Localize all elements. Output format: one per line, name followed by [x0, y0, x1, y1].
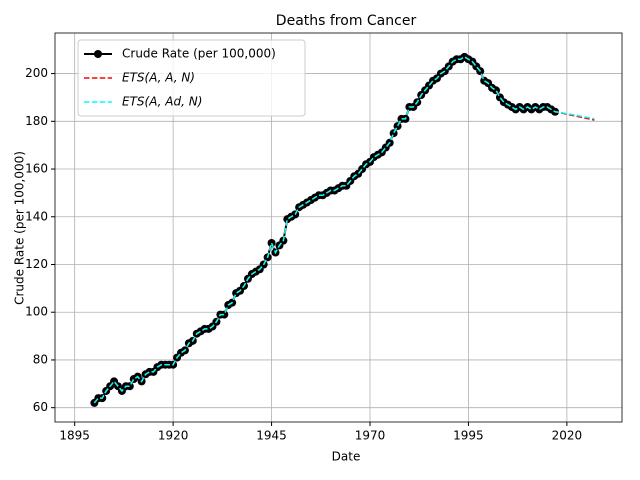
- data-point: [492, 86, 500, 95]
- x-tick-label: 1945: [256, 429, 287, 443]
- x-axis-label: Date: [332, 450, 361, 464]
- y-tick-label: 200: [25, 66, 48, 80]
- legend-label: Crude Rate (per 100,000): [122, 47, 276, 61]
- x-tick-label: 1895: [59, 429, 90, 443]
- x-tick-label: 1920: [158, 429, 189, 443]
- data-point: [389, 129, 398, 138]
- legend-marker: [94, 50, 102, 58]
- y-tick-label: 120: [25, 257, 48, 271]
- y-tick-label: 140: [25, 209, 48, 223]
- x-tick-label: 1970: [355, 429, 386, 443]
- y-tick-label: 160: [25, 162, 48, 176]
- y-tick-label: 100: [25, 305, 48, 319]
- y-tick-label: 60: [33, 400, 48, 414]
- data-point: [220, 310, 229, 319]
- data-point: [267, 239, 276, 248]
- chart-title: Deaths from Cancer: [276, 13, 417, 29]
- y-tick-label: 80: [33, 352, 48, 366]
- series-line: [93, 55, 595, 404]
- y-tick-label: 180: [25, 114, 48, 128]
- x-tick-label: 1995: [453, 429, 484, 443]
- x-tick-label: 2020: [552, 429, 583, 443]
- data-point: [125, 382, 134, 391]
- legend-box: [77, 39, 306, 117]
- plot-frame: [54, 32, 623, 423]
- y-axis-label: Crude Rate (per 100,000): [13, 151, 27, 305]
- legend-label: ETS(A, A, N): [122, 71, 195, 85]
- legend-label: ETS(A, Ad, N): [122, 95, 202, 109]
- data-point: [393, 122, 402, 131]
